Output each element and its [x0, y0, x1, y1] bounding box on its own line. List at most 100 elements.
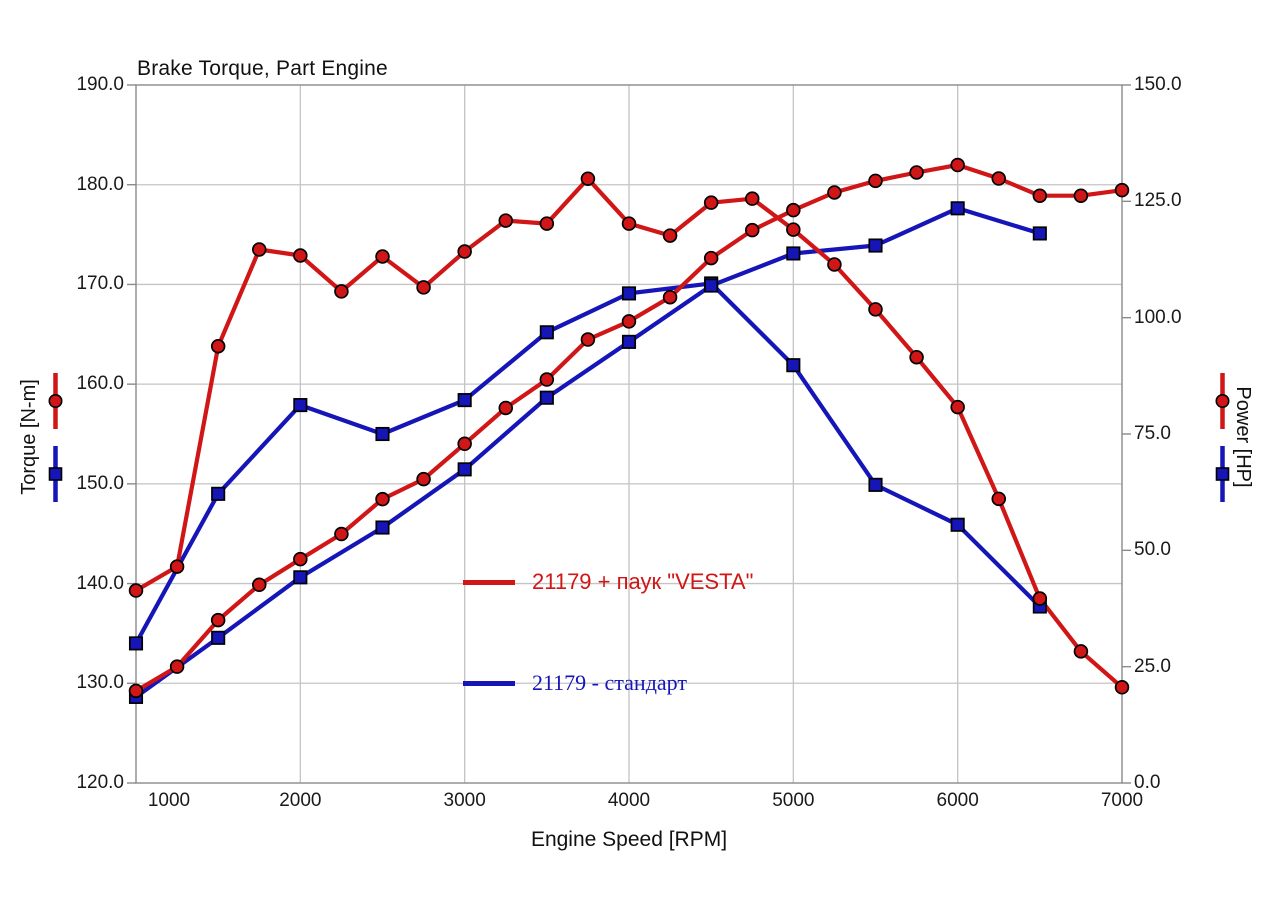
marker-power-vesta — [210, 612, 226, 628]
marker-power-standard — [704, 278, 719, 293]
marker-power-vesta — [621, 314, 637, 329]
marker-power-vesta — [169, 659, 185, 674]
marker-power-vesta — [1073, 188, 1089, 203]
marker-power-standard — [375, 520, 390, 535]
marker-torque-standard — [293, 398, 308, 413]
axis-key-blue-square-icon — [48, 467, 63, 481]
marker-torque-vesta — [868, 302, 883, 317]
marker-torque-vesta — [662, 228, 678, 243]
marker-power-vesta — [703, 250, 719, 266]
marker-power-vesta — [909, 165, 924, 180]
marker-power-vesta — [252, 577, 267, 593]
marker-power-vesta — [868, 173, 883, 189]
marker-torque-standard — [539, 325, 554, 340]
marker-torque-vesta — [252, 242, 267, 257]
marker-power-vesta — [827, 185, 842, 200]
left-tick-label: 190.0 — [76, 74, 124, 95]
marker-torque-vesta — [1073, 644, 1089, 659]
axis-key-blue-square-icon — [1215, 467, 1230, 481]
marker-power-vesta — [580, 332, 596, 347]
marker-torque-vesta — [1114, 680, 1130, 695]
marker-torque-standard — [868, 477, 883, 492]
marker-torque-standard — [950, 517, 965, 532]
marker-torque-vesta — [334, 284, 349, 299]
axis-key-red-circle-icon — [1215, 393, 1230, 408]
left-tick-label: 170.0 — [76, 273, 124, 295]
series-line-torque-standard — [133, 281, 1042, 646]
x-tick-label: 5000 — [772, 790, 815, 811]
marker-power-vesta — [457, 436, 472, 452]
x-tick-label: 6000 — [936, 790, 979, 811]
legend-label-vesta: 21179 + паук "VESTA" — [532, 569, 754, 594]
x-tick-label: 7000 — [1100, 790, 1144, 811]
x-tick-label: 4000 — [607, 790, 651, 811]
left-tick-label: 130.0 — [76, 672, 124, 694]
marker-power-vesta — [498, 400, 514, 416]
left-tick-label: 160.0 — [76, 373, 124, 395]
marker-torque-standard — [128, 636, 144, 651]
marker-torque-vesta — [580, 171, 596, 186]
legend-label-standard: 21179 - стандарт — [532, 670, 687, 695]
marker-torque-vesta — [827, 257, 842, 272]
marker-power-vesta — [786, 202, 801, 218]
marker-torque-vesta — [909, 349, 924, 365]
marker-power-vesta — [662, 289, 678, 305]
marker-power-standard — [621, 334, 637, 349]
legend-swatch-red — [463, 579, 515, 585]
marker-power-vesta — [334, 526, 349, 542]
marker-power-vesta — [950, 157, 965, 173]
marker-torque-vesta — [786, 222, 801, 237]
marker-power-standard — [868, 238, 883, 253]
marker-torque-vesta — [950, 399, 965, 415]
marker-torque-vesta — [539, 216, 555, 231]
marker-torque-vesta — [991, 491, 1006, 507]
right-tick-label: 25.0 — [1134, 655, 1171, 677]
marker-torque-standard — [621, 286, 637, 301]
marker-torque-standard — [211, 486, 226, 501]
x-tick-label: 2000 — [279, 790, 322, 811]
right-tick-label: 150.0 — [1134, 74, 1182, 95]
right-axis-label: Power [HP] — [1232, 386, 1254, 488]
marker-power-vesta — [539, 372, 555, 387]
marker-torque-vesta — [210, 339, 226, 354]
marker-torque-vesta — [703, 195, 719, 210]
marker-power-standard — [293, 570, 308, 585]
x-tick-label: 1000 — [147, 790, 191, 811]
right-tick-label: 0.0 — [1134, 772, 1161, 793]
left-tick-label: 180.0 — [76, 173, 124, 195]
marker-torque-vesta — [621, 216, 637, 231]
marker-power-vesta — [293, 551, 308, 567]
x-axis-label: Engine Speed [RPM] — [530, 828, 728, 851]
marker-torque-vesta — [169, 559, 185, 574]
marker-torque-vesta — [744, 191, 760, 206]
marker-power-vesta — [1032, 188, 1048, 203]
marker-torque-vesta — [1032, 591, 1048, 606]
marker-power-standard — [786, 246, 801, 261]
marker-power-standard — [457, 462, 472, 477]
chart-title: Brake Torque, Part Engine — [137, 57, 388, 80]
right-tick-label: 75.0 — [1134, 423, 1171, 444]
marker-torque-vesta — [375, 249, 390, 264]
marker-torque-vesta — [457, 244, 472, 259]
left-tick-label: 150.0 — [76, 472, 124, 494]
marker-torque-standard — [457, 393, 472, 408]
marker-torque-standard — [375, 426, 390, 442]
marker-torque-vesta — [498, 213, 514, 228]
series-line-power-standard — [133, 206, 1042, 700]
marker-power-standard — [950, 201, 965, 216]
legend-swatch-blue — [463, 680, 515, 686]
legend-item-vesta: 21179 + паук "VESTA" — [463, 568, 753, 596]
right-tick-label: 100.0 — [1134, 306, 1182, 328]
marker-power-vesta — [128, 683, 144, 699]
x-tick-label: 3000 — [443, 790, 486, 811]
marker-power-vesta — [991, 171, 1006, 186]
marker-power-vesta — [416, 471, 431, 487]
legend-item-standard: 21179 - стандарт — [463, 669, 687, 697]
right-tick-label: 125.0 — [1134, 190, 1182, 212]
left-tick-label: 120.0 — [76, 772, 124, 793]
marker-torque-vesta — [293, 248, 308, 263]
left-tick-label: 140.0 — [76, 572, 124, 594]
axis-key-red-circle-icon — [48, 393, 63, 408]
